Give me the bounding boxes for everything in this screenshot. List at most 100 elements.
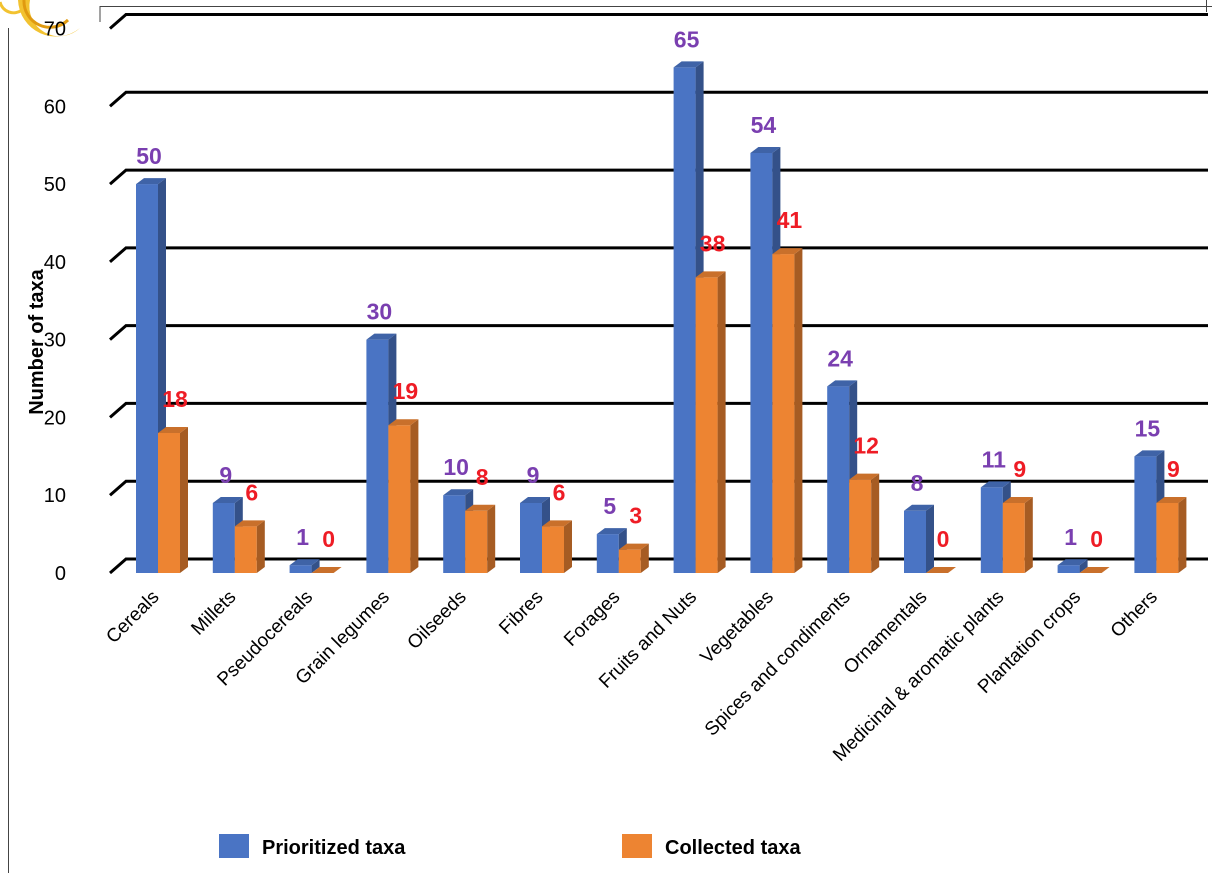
x-category-label: Fibres bbox=[495, 587, 547, 639]
bar-side bbox=[717, 271, 726, 573]
legend-swatch-prioritized bbox=[219, 834, 249, 858]
data-label-prioritized: 24 bbox=[827, 345, 853, 371]
bar-front bbox=[443, 495, 466, 573]
bar-side bbox=[1178, 496, 1187, 573]
y-tick-label: 40 bbox=[44, 252, 66, 274]
legend-swatch-collected bbox=[622, 834, 652, 858]
bar-front bbox=[289, 565, 312, 573]
bar-top bbox=[750, 146, 781, 153]
bar-top bbox=[465, 504, 496, 511]
bar-side bbox=[180, 426, 188, 573]
data-label-collected: 9 bbox=[1167, 456, 1180, 482]
bar-prioritized bbox=[289, 559, 320, 573]
bar-top bbox=[827, 380, 858, 387]
bar-front bbox=[1057, 565, 1080, 573]
bar-top bbox=[212, 496, 243, 503]
y-tick-label: 0 bbox=[55, 563, 66, 585]
bar-collected bbox=[234, 520, 265, 573]
data-label-collected: 6 bbox=[245, 479, 258, 505]
y-tick-label: 20 bbox=[44, 407, 66, 429]
bar-top bbox=[136, 178, 166, 185]
data-label-prioritized: 11 bbox=[982, 446, 1007, 472]
bar-front bbox=[1156, 502, 1179, 573]
gridline bbox=[109, 324, 1208, 341]
bar-top bbox=[234, 520, 265, 527]
bar-collected bbox=[849, 473, 880, 573]
data-label-prioritized: 15 bbox=[1135, 415, 1161, 441]
data-label-collected: 0 bbox=[322, 526, 335, 552]
bar-collected bbox=[465, 504, 496, 573]
bar-front bbox=[1002, 502, 1025, 573]
x-category-label: Millets bbox=[187, 587, 240, 640]
gridline bbox=[109, 401, 1208, 419]
gridline bbox=[109, 90, 1208, 108]
bar-top bbox=[904, 504, 934, 511]
data-label-prioritized: 65 bbox=[674, 26, 700, 52]
bar-top bbox=[772, 248, 803, 255]
gridlines bbox=[109, 13, 1208, 575]
bar-front bbox=[212, 502, 235, 573]
data-label-prioritized: 8 bbox=[911, 470, 924, 496]
bar-front bbox=[618, 549, 641, 573]
bar-collected bbox=[1002, 496, 1033, 573]
bar-side bbox=[794, 248, 803, 574]
bar-top bbox=[926, 567, 956, 573]
bar-front bbox=[158, 432, 180, 573]
bar-top bbox=[366, 333, 397, 340]
bar-top bbox=[311, 567, 342, 573]
bar-front bbox=[366, 339, 389, 573]
data-label-prioritized: 9 bbox=[219, 462, 232, 488]
bar-top bbox=[388, 419, 419, 426]
bar-front bbox=[520, 502, 542, 573]
bar-front bbox=[673, 67, 696, 574]
data-label-collected: 3 bbox=[629, 503, 642, 529]
bar-collected bbox=[311, 567, 342, 573]
bar-top bbox=[849, 473, 880, 480]
y-tick-label: 50 bbox=[44, 174, 66, 196]
bars bbox=[136, 61, 1187, 574]
data-label-prioritized: 9 bbox=[527, 462, 540, 488]
bar-top bbox=[673, 61, 704, 68]
bar-top bbox=[1002, 496, 1033, 503]
y-axis-ticks: 0 10 20 30 40 50 60 70 bbox=[44, 19, 66, 586]
x-category-label: Oilseeds bbox=[404, 587, 471, 654]
bar-collected bbox=[158, 426, 188, 573]
bar-front bbox=[750, 152, 773, 573]
bar-front bbox=[980, 487, 1003, 573]
bar-side bbox=[410, 419, 419, 573]
bar-collected bbox=[1079, 567, 1110, 573]
legend-label-prioritized: Prioritized taxa bbox=[262, 837, 406, 859]
bar-front bbox=[1134, 456, 1157, 573]
bar-collected bbox=[772, 248, 803, 574]
x-category-label: Forages bbox=[560, 587, 624, 651]
data-label-collected: 12 bbox=[853, 433, 879, 459]
bar-front bbox=[388, 425, 411, 573]
data-label-prioritized: 1 bbox=[1064, 524, 1077, 550]
data-label-prioritized: 30 bbox=[367, 299, 393, 325]
data-label-collected: 9 bbox=[1013, 456, 1026, 482]
bar-collected bbox=[1156, 496, 1187, 573]
data-label-prioritized: 10 bbox=[443, 454, 469, 480]
bar-side bbox=[640, 543, 649, 573]
bar-side bbox=[564, 520, 572, 573]
data-label-collected: 19 bbox=[393, 378, 419, 404]
bar-front bbox=[695, 277, 718, 573]
bar-side bbox=[871, 473, 880, 573]
gridline bbox=[109, 479, 1208, 497]
bar-top bbox=[596, 528, 627, 535]
bar-top bbox=[618, 543, 649, 550]
x-category-label: Others bbox=[1107, 587, 1162, 642]
bar-prioritized bbox=[1057, 559, 1088, 573]
bar-top bbox=[980, 481, 1011, 488]
x-category-label: Cereals bbox=[102, 587, 163, 648]
data-label-prioritized: 1 bbox=[296, 524, 309, 550]
bar-top bbox=[443, 489, 474, 496]
bar-top bbox=[1134, 450, 1165, 457]
y-tick-label: 70 bbox=[44, 19, 66, 41]
data-label-collected: 41 bbox=[777, 207, 803, 233]
bar-front bbox=[904, 510, 926, 573]
data-label-collected: 0 bbox=[1090, 526, 1103, 552]
